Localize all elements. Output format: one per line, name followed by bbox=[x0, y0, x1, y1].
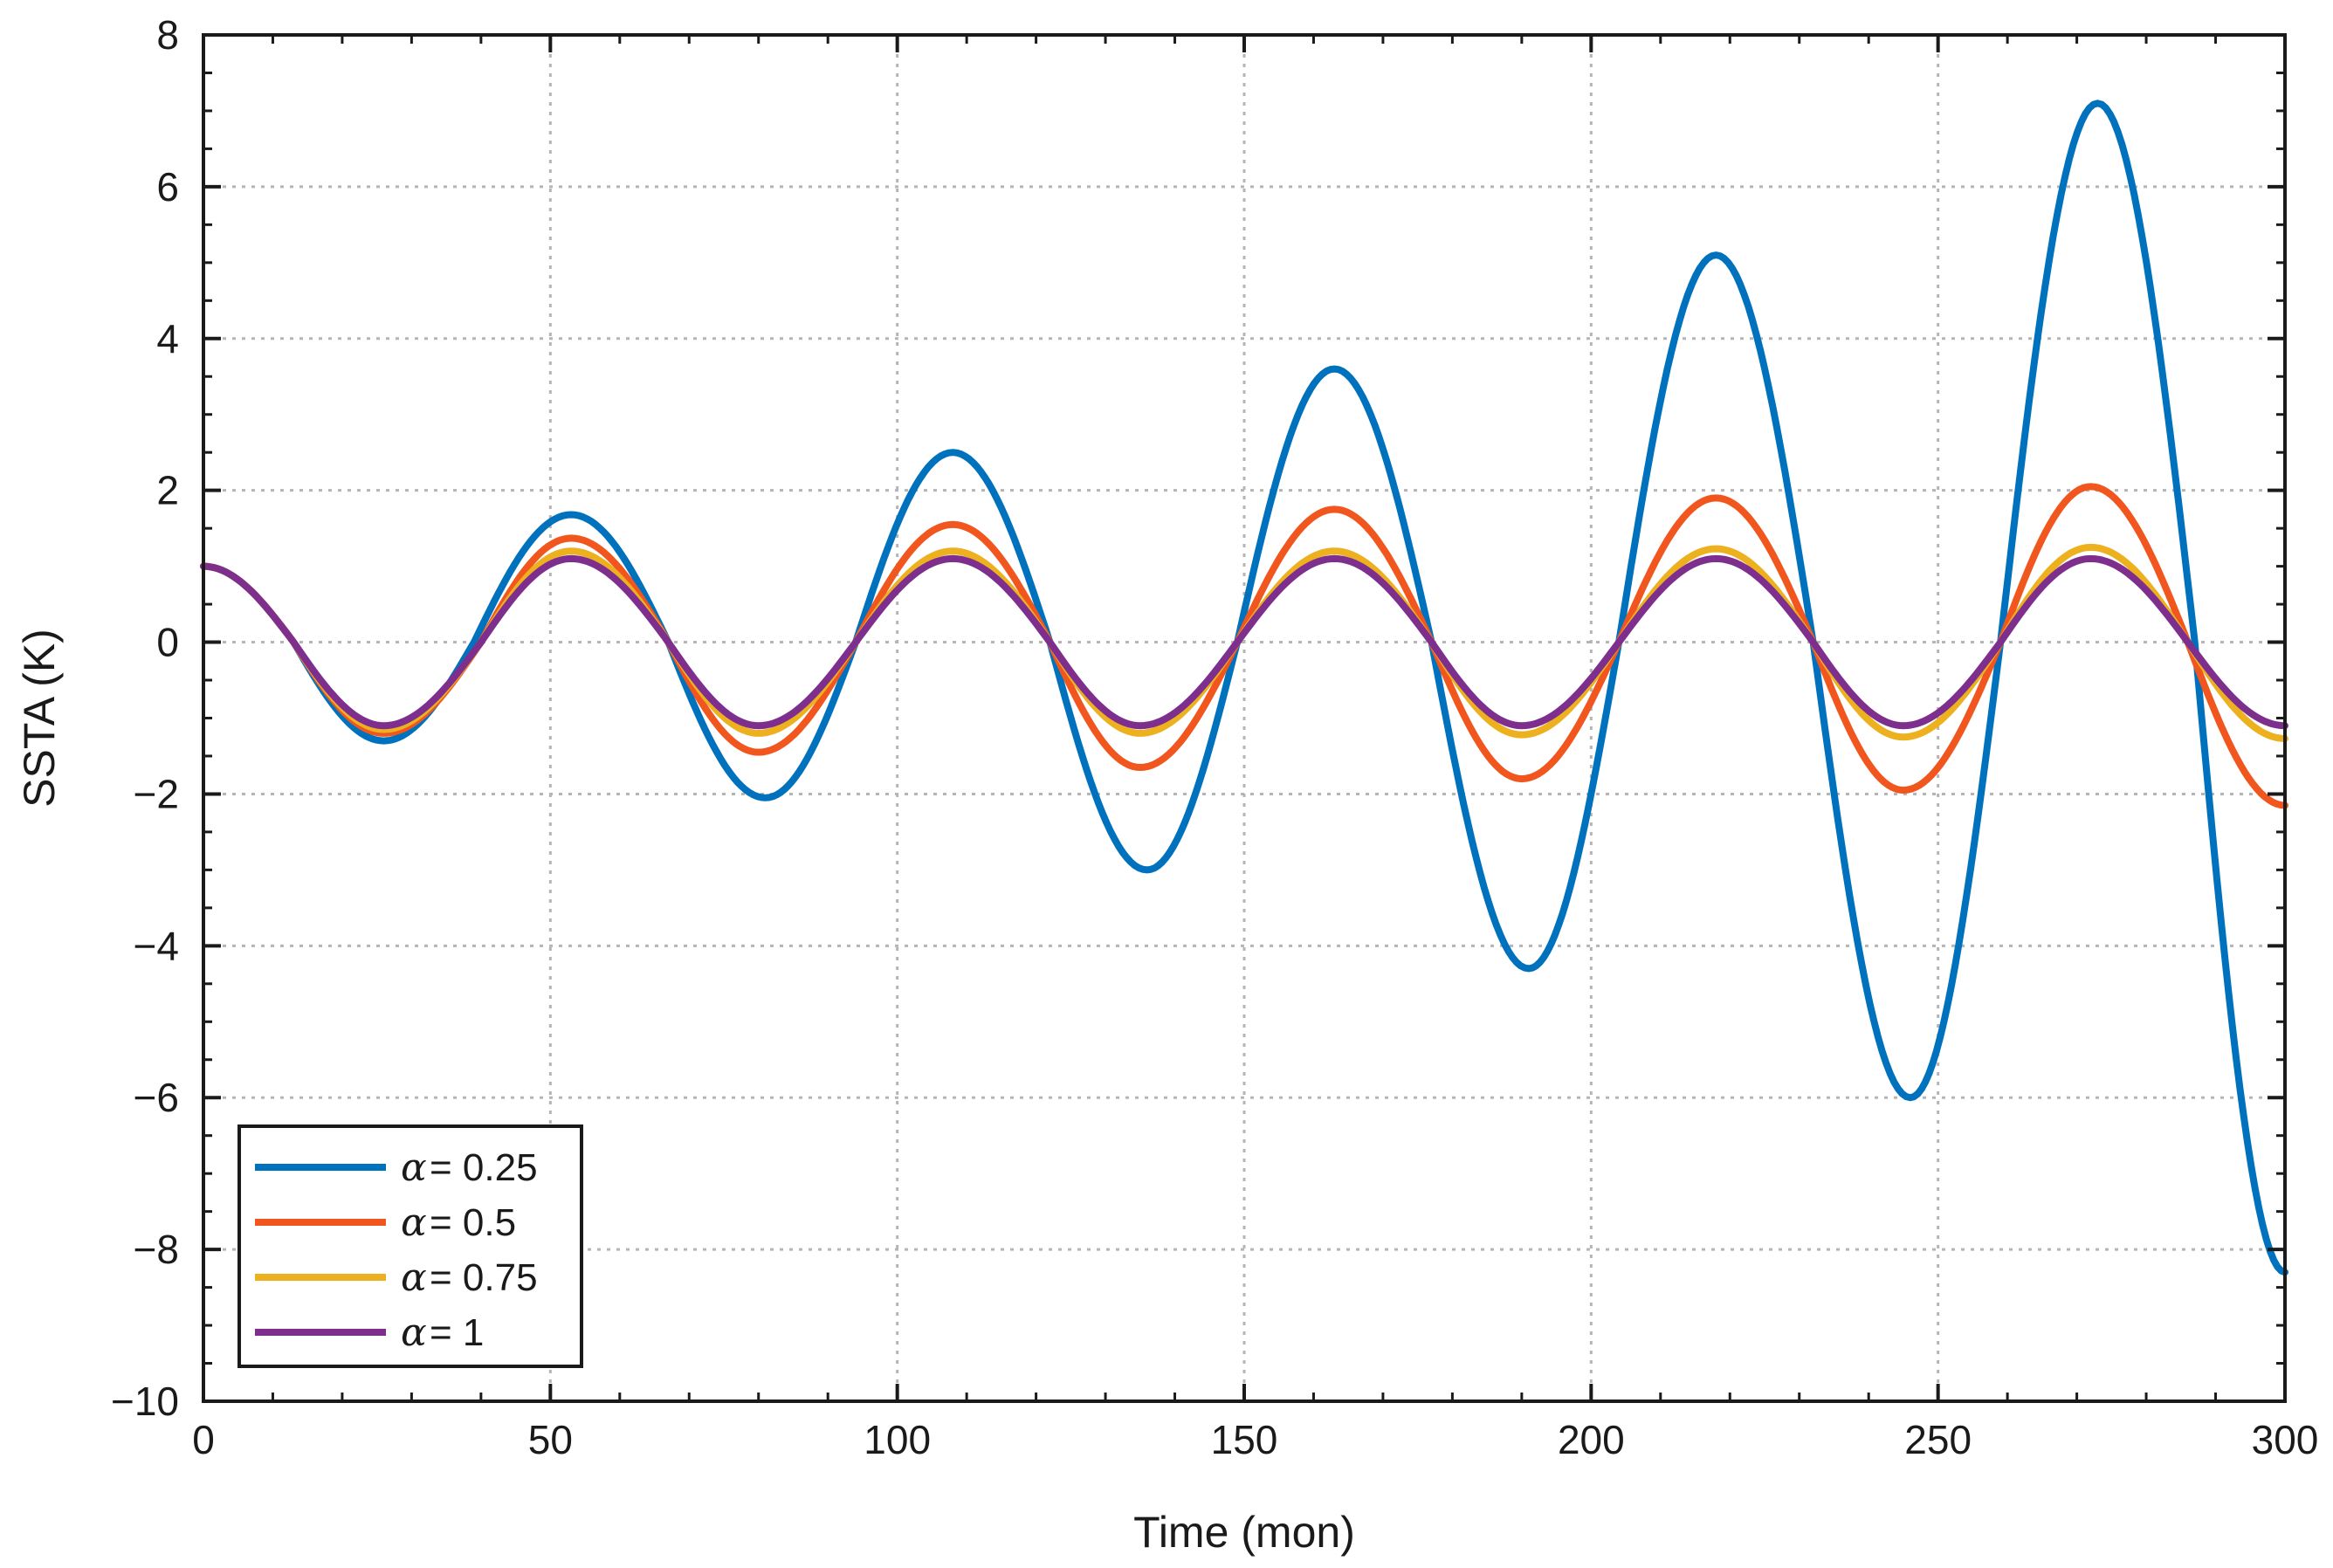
x-tick-labels: 0 50 100 150 200 250 300 bbox=[192, 1417, 2318, 1462]
major-ticks bbox=[202, 33, 2287, 1403]
legend-symbol-4: α bbox=[401, 1310, 427, 1355]
legend-label-4: = 1 bbox=[430, 1311, 484, 1354]
x-tick-label: 50 bbox=[528, 1417, 573, 1462]
y-axis-label: SSTA (K) bbox=[15, 629, 64, 808]
y-tick-label: −2 bbox=[134, 771, 179, 816]
x-tick-label: 150 bbox=[1211, 1417, 1278, 1462]
legend: α = 0.25α = 0.5α = 0.75α = 1 bbox=[237, 1124, 583, 1368]
legend-symbol-2: α bbox=[401, 1200, 427, 1245]
x-tick-label: 0 bbox=[192, 1417, 215, 1462]
series-line-4 bbox=[200, 554, 2288, 730]
y-tick-label: −6 bbox=[134, 1075, 179, 1120]
legend-label-2: = 0.5 bbox=[430, 1201, 516, 1244]
y-tick-label: 6 bbox=[156, 164, 179, 210]
y-tick-label: 8 bbox=[156, 12, 179, 58]
legend-label-3: = 0.75 bbox=[430, 1256, 538, 1299]
legend-symbol-1: α bbox=[401, 1145, 427, 1190]
x-tick-label: 300 bbox=[2252, 1417, 2319, 1462]
y-tick-label: −8 bbox=[134, 1227, 179, 1272]
legend-symbol-3: α bbox=[401, 1255, 427, 1300]
legend-label-1: = 0.25 bbox=[430, 1146, 538, 1189]
series-lines bbox=[200, 100, 2288, 1276]
x-axis-label: Time (mon) bbox=[1133, 1508, 1355, 1557]
y-tick-label: −10 bbox=[111, 1379, 179, 1424]
y-tick-label: 4 bbox=[156, 316, 179, 361]
y-tick-label: 0 bbox=[156, 620, 179, 665]
x-tick-label: 200 bbox=[1558, 1417, 1625, 1462]
x-tick-label: 100 bbox=[864, 1417, 931, 1462]
y-tick-label: 2 bbox=[156, 468, 179, 513]
y-tick-label: −4 bbox=[134, 923, 179, 968]
x-tick-label: 250 bbox=[1904, 1417, 1972, 1462]
y-tick-labels: −10 −8 −6 −4 −2 0 2 4 6 8 bbox=[111, 12, 179, 1424]
